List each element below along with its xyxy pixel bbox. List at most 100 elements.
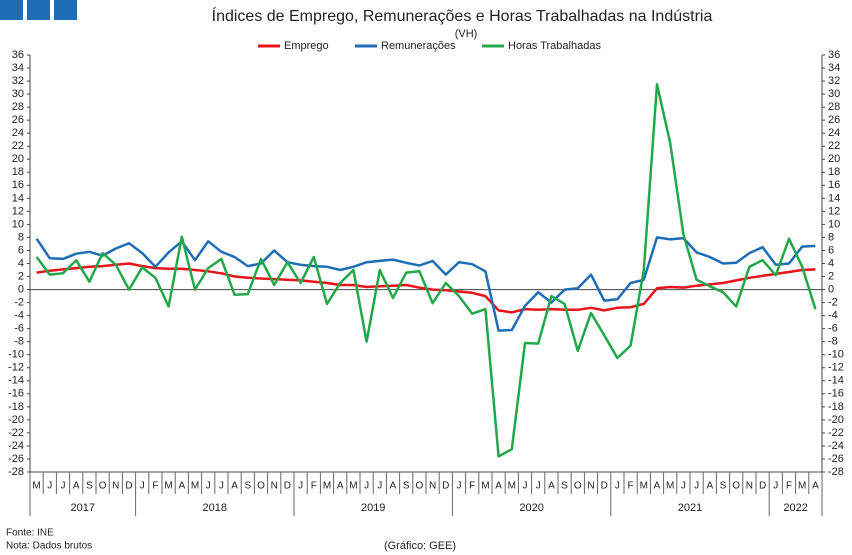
x-tick-label: J xyxy=(457,481,462,492)
legend-label: Horas Trabalhadas xyxy=(508,40,601,52)
x-tick-label: N xyxy=(271,481,278,492)
y-tick-label: 32 xyxy=(12,75,24,87)
x-tick-label: J xyxy=(206,481,211,492)
x-tick-label: A xyxy=(73,481,80,492)
x-tick-label: F xyxy=(469,481,475,492)
y-tick-label: -10 xyxy=(8,349,24,361)
x-tick-label: J xyxy=(773,481,778,492)
y-tick-label: -28 xyxy=(8,466,24,478)
y-tick-label: -2 xyxy=(14,297,24,309)
x-tick-label: J xyxy=(681,481,686,492)
x-tick-label: A xyxy=(812,481,819,492)
x-tick-label: O xyxy=(257,481,265,492)
x-tick-label: A xyxy=(231,481,238,492)
y-tick-label: 6 xyxy=(18,244,24,256)
y-tick-label: 0 xyxy=(18,283,24,295)
x-tick-label: A xyxy=(390,481,397,492)
x-tick-label: A xyxy=(654,481,661,492)
y2-tick-label: 30 xyxy=(828,88,840,100)
y2-tick-label: -28 xyxy=(828,466,844,478)
x-tick-label: A xyxy=(706,481,713,492)
x-tick-label: M xyxy=(164,481,172,492)
y2-tick-label: 24 xyxy=(828,127,840,139)
x-tick-label: O xyxy=(99,481,107,492)
y2-tick-label: -6 xyxy=(828,323,838,335)
y-tick-label: -20 xyxy=(8,414,24,426)
y-tick-label: 30 xyxy=(12,88,24,100)
y2-tick-label: -22 xyxy=(828,427,844,439)
x-tick-label: A xyxy=(495,481,502,492)
y-tick-label: -14 xyxy=(8,375,24,387)
y-tick-label: -18 xyxy=(8,401,24,413)
x-tick-label: O xyxy=(416,481,424,492)
x-tick-label: J xyxy=(47,481,52,492)
x-tick-label: D xyxy=(125,481,132,492)
y2-tick-label: -8 xyxy=(828,336,838,348)
x-tick-label: J xyxy=(694,481,699,492)
y-tick-label: 4 xyxy=(18,257,24,269)
y2-tick-label: 10 xyxy=(828,218,840,230)
y-tick-label: 34 xyxy=(12,62,24,74)
y2-tick-label: -10 xyxy=(828,349,844,361)
y2-tick-label: -14 xyxy=(828,375,844,387)
y2-tick-label: 20 xyxy=(828,153,840,165)
x-tick-label: S xyxy=(86,481,93,492)
logo-square xyxy=(54,0,77,20)
x-tick-label: S xyxy=(720,481,727,492)
x-tick-label: M xyxy=(349,481,357,492)
x-tick-label: J xyxy=(61,481,66,492)
y-tick-label: -12 xyxy=(8,362,24,374)
y-tick-label: 8 xyxy=(18,231,24,243)
y2-tick-label: -26 xyxy=(828,453,844,465)
y2-tick-label: 28 xyxy=(828,101,840,113)
x-tick-label: F xyxy=(786,481,792,492)
x-tick-label: O xyxy=(574,481,582,492)
x-tick-label: J xyxy=(364,481,369,492)
y2-tick-label: 8 xyxy=(828,231,834,243)
x-tick-label: M xyxy=(323,481,331,492)
x-tick-label: F xyxy=(311,481,317,492)
y2-tick-label: 12 xyxy=(828,205,840,217)
year-label: 2017 xyxy=(71,502,95,514)
y-tick-label: -8 xyxy=(14,336,24,348)
note: Nota: Dados brutos xyxy=(6,541,92,552)
year-label: 2022 xyxy=(783,502,807,514)
chart-subtitle: (VH) xyxy=(455,28,478,40)
year-label: 2021 xyxy=(678,502,702,514)
x-tick-label: J xyxy=(523,481,528,492)
y-tick-label: 24 xyxy=(12,127,24,139)
source: Fonte: INE xyxy=(6,528,54,539)
x-tick-label: J xyxy=(536,481,541,492)
y2-tick-label: 4 xyxy=(828,257,834,269)
x-tick-label: O xyxy=(732,481,740,492)
y-tick-label: -16 xyxy=(8,388,24,400)
y-tick-label: 18 xyxy=(12,166,24,178)
x-tick-label: M xyxy=(640,481,648,492)
y-tick-label: -6 xyxy=(14,323,24,335)
y2-tick-label: 18 xyxy=(828,166,840,178)
y-tick-label: 14 xyxy=(12,192,24,204)
x-tick-label: M xyxy=(481,481,489,492)
x-tick-label: S xyxy=(403,481,410,492)
y-tick-label: 10 xyxy=(12,218,24,230)
x-tick-label: A xyxy=(337,481,344,492)
logo-square xyxy=(27,0,50,20)
year-label: 2018 xyxy=(203,502,227,514)
x-tick-label: M xyxy=(191,481,199,492)
y-tick-label: 2 xyxy=(18,270,24,282)
series-line xyxy=(35,83,817,458)
year-label: 2019 xyxy=(361,502,385,514)
y-tick-label: 22 xyxy=(12,140,24,152)
x-tick-label: D xyxy=(442,481,449,492)
legend-label: Emprego xyxy=(284,40,329,52)
x-tick-label: S xyxy=(561,481,568,492)
y-tick-label: 20 xyxy=(12,153,24,165)
y2-tick-label: -20 xyxy=(828,414,844,426)
y2-tick-label: -24 xyxy=(828,440,844,452)
y2-tick-label: 16 xyxy=(828,179,840,191)
x-tick-label: J xyxy=(140,481,145,492)
x-tick-label: A xyxy=(178,481,185,492)
y2-tick-label: 32 xyxy=(828,75,840,87)
